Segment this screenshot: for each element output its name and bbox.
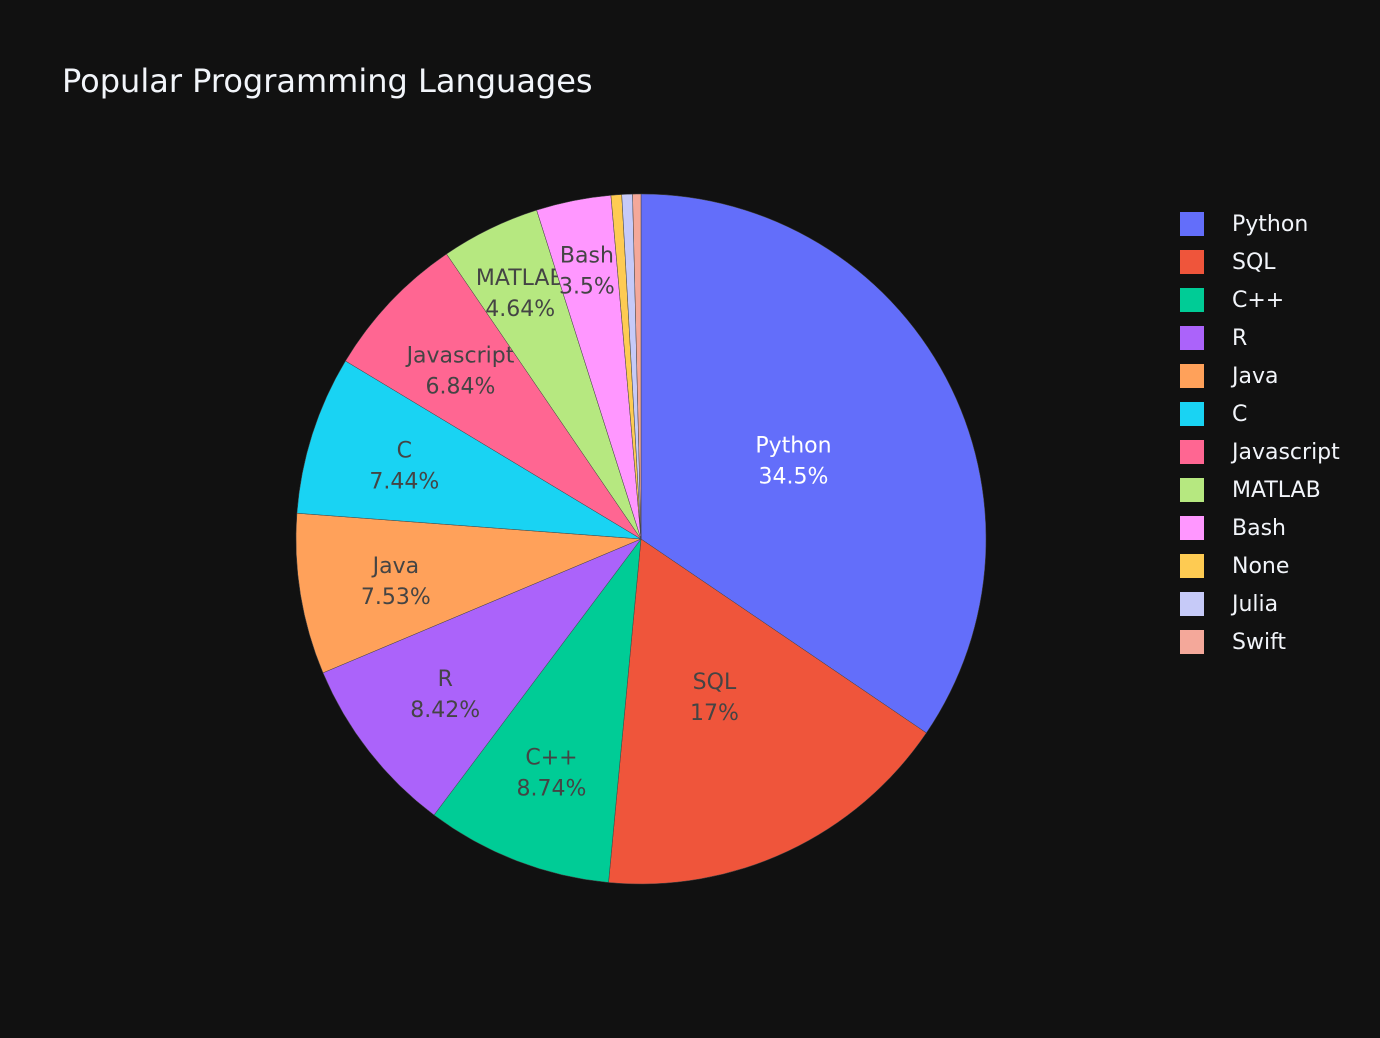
slice-label: C++ 8.74% <box>517 746 587 802</box>
legend-item-sql[interactable]: SQL <box>1180 243 1340 281</box>
svg-text:4.64%: 4.64% <box>485 297 555 322</box>
chart-title: Popular Programming Languages <box>62 62 593 100</box>
legend-label: Swift <box>1232 629 1287 655</box>
legend-item-swift[interactable]: Swift <box>1180 623 1340 661</box>
legend-item-javascript[interactable]: Javascript <box>1180 433 1340 471</box>
pie-slice-sql[interactable] <box>608 538 927 885</box>
pie-slice-r[interactable] <box>322 538 642 816</box>
legend-swatch-icon <box>1180 516 1204 540</box>
legend-label: MATLAB <box>1232 477 1321 503</box>
slice-label: R 8.42% <box>410 667 480 723</box>
svg-text:3.5%: 3.5% <box>559 274 615 299</box>
legend-label: C <box>1232 401 1248 427</box>
legend-label: Bash <box>1232 515 1286 541</box>
legend-label: R <box>1232 325 1248 351</box>
pie-slice-c-[interactable] <box>433 538 642 883</box>
legend-item-none[interactable]: None <box>1180 547 1340 585</box>
svg-text:7.44%: 7.44% <box>369 470 439 495</box>
legend-item-matlab[interactable]: MATLAB <box>1180 471 1340 509</box>
svg-text:7.53%: 7.53% <box>361 585 431 610</box>
legend-swatch-icon <box>1180 288 1204 312</box>
svg-text:SQL: SQL <box>693 670 737 695</box>
legend-swatch-icon <box>1180 326 1204 350</box>
legend-swatch-icon <box>1180 250 1204 274</box>
svg-text:Bash: Bash <box>560 243 614 268</box>
pie-slice-java[interactable] <box>295 512 642 674</box>
svg-text:MATLAB: MATLAB <box>476 266 565 291</box>
svg-text:Javascript: Javascript <box>405 343 515 368</box>
legend-item-c[interactable]: C <box>1180 395 1340 433</box>
legend-swatch-icon <box>1180 440 1204 464</box>
legend-item-bash[interactable]: Bash <box>1180 509 1340 547</box>
slice-label: Java 7.53% <box>361 554 431 610</box>
legend-swatch-icon <box>1180 592 1204 616</box>
legend-label: Python <box>1232 211 1309 237</box>
pie-slice-swift[interactable] <box>632 193 642 540</box>
legend-label: Java <box>1232 363 1279 389</box>
pie-slice-javascript[interactable] <box>345 253 642 540</box>
legend-label: C++ <box>1232 287 1285 313</box>
pie-slice-c[interactable] <box>296 360 642 540</box>
slice-label: MATLAB 4.64% <box>476 266 565 322</box>
svg-text:R: R <box>438 667 453 692</box>
legend-label: SQL <box>1232 249 1276 275</box>
legend-item-r[interactable]: R <box>1180 319 1340 357</box>
legend-label: Javascript <box>1232 439 1340 465</box>
slice-label: Bash 3.5% <box>559 243 615 299</box>
svg-text:Java: Java <box>371 554 419 579</box>
legend-swatch-icon <box>1180 478 1204 502</box>
legend-item-julia[interactable]: Julia <box>1180 585 1340 623</box>
legend-swatch-icon <box>1180 402 1204 426</box>
legend-swatch-icon <box>1180 212 1204 236</box>
svg-text:8.74%: 8.74% <box>517 777 587 802</box>
legend-item-python[interactable]: Python <box>1180 205 1340 243</box>
svg-text:Python: Python <box>755 433 831 458</box>
legend-swatch-icon <box>1180 364 1204 388</box>
slice-label: C 7.44% <box>369 439 439 495</box>
svg-text:34.5%: 34.5% <box>759 464 829 489</box>
legend-swatch-icon <box>1180 554 1204 578</box>
legend-swatch-icon <box>1180 630 1204 654</box>
legend-label: Julia <box>1232 591 1279 617</box>
legend-item-java[interactable]: Java <box>1180 357 1340 395</box>
slice-label: Javascript 6.84% <box>405 343 515 399</box>
pie-slice-python[interactable] <box>640 193 987 734</box>
slice-label: SQL 17% <box>690 670 739 726</box>
legend-item-c-[interactable]: C++ <box>1180 281 1340 319</box>
svg-text:C: C <box>397 439 412 464</box>
svg-text:6.84%: 6.84% <box>426 374 496 399</box>
slice-label: Python 34.5% <box>755 433 831 489</box>
svg-text:8.42%: 8.42% <box>410 698 480 723</box>
legend: Python SQL C++ R Java C Javascript MATLAB Bash No… <box>1180 205 1340 661</box>
svg-text:C++: C++ <box>525 746 577 771</box>
svg-text:17%: 17% <box>690 701 739 726</box>
legend-label: None <box>1232 553 1290 579</box>
